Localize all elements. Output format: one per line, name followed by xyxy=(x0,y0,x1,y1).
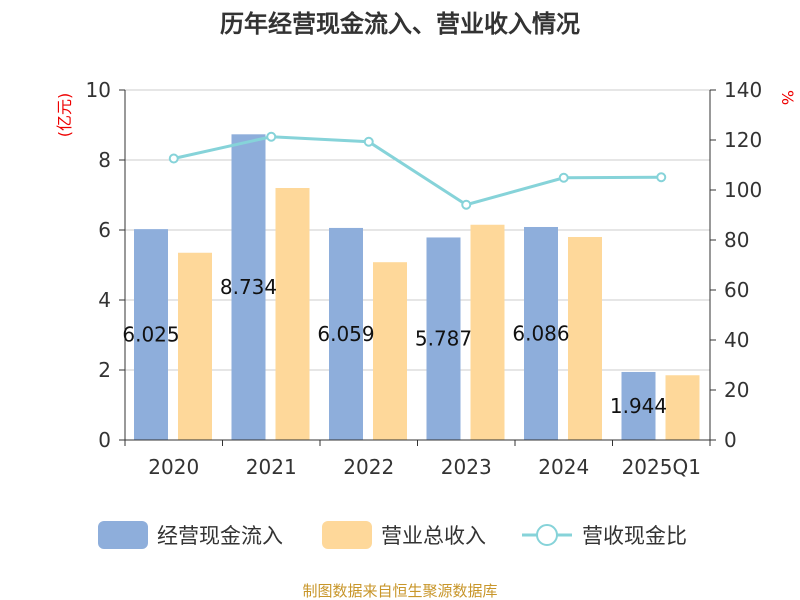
y-tick-label: 10 xyxy=(86,78,111,102)
y-right-tick-label: 100 xyxy=(724,178,762,202)
line-point xyxy=(656,172,667,183)
line-point xyxy=(461,199,472,210)
x-tick-label: 2022 xyxy=(343,455,394,479)
y-tick-label: 0 xyxy=(98,428,111,452)
line-point xyxy=(363,136,374,147)
legend-marker-ratio xyxy=(536,524,558,546)
bar-data-label: 6.025 xyxy=(122,323,179,347)
y-tick-label: 4 xyxy=(98,288,111,312)
y-right-axis-label: % xyxy=(778,90,797,105)
bar-cash-inflow xyxy=(426,237,461,440)
y-axis-label: (亿元) xyxy=(55,93,74,138)
y-right-tick-label: 80 xyxy=(724,228,749,252)
bar-cash-inflow xyxy=(134,229,168,440)
y-right-tick-label: 20 xyxy=(724,378,749,402)
bar-revenue xyxy=(373,262,407,440)
legend-swatch-cash xyxy=(98,521,148,549)
bar-cash-inflow xyxy=(621,371,656,440)
x-tick-label: 2024 xyxy=(538,455,589,479)
source-note: 制图数据来自恒生聚源数据库 xyxy=(302,582,497,600)
bar-revenue xyxy=(178,252,212,440)
y-tick-label: 2 xyxy=(98,358,111,382)
bar-data-label: 1.944 xyxy=(610,394,667,418)
y-tick-label: 8 xyxy=(98,148,111,172)
y-right-tick-label: 120 xyxy=(724,128,762,152)
y-tick-label: 6 xyxy=(98,218,111,242)
bar-cash-inflow xyxy=(524,226,558,440)
bar-data-label: 6.059 xyxy=(317,322,374,346)
bar-revenue xyxy=(470,224,505,440)
bar-data-label: 5.787 xyxy=(415,327,472,351)
bar-cash-inflow xyxy=(231,134,266,440)
legend-label-cash: 经营现金流入 xyxy=(157,524,283,548)
chart-title: 历年经营现金流入、营业收入情况 xyxy=(220,10,580,38)
legend-label-revenue: 营业总收入 xyxy=(381,524,486,548)
legend-swatch-revenue xyxy=(322,521,372,549)
x-tick-label: 2023 xyxy=(441,455,492,479)
line-point xyxy=(168,153,179,164)
bar-revenue xyxy=(665,375,700,440)
bar-revenue xyxy=(568,237,602,440)
x-tick-label: 2021 xyxy=(246,455,297,479)
y-right-tick-label: 60 xyxy=(724,278,749,302)
line-ratio xyxy=(173,135,662,207)
bar-data-label: 8.734 xyxy=(220,275,277,299)
line-point xyxy=(558,172,569,183)
y-right-tick-label: 40 xyxy=(724,328,749,352)
y-right-tick-label: 0 xyxy=(724,428,737,452)
bar-cash-inflow xyxy=(329,227,363,440)
x-tick-label: 2025Q1 xyxy=(622,455,701,479)
bar-revenue xyxy=(275,188,310,440)
x-tick-label: 2020 xyxy=(148,455,199,479)
y-right-tick-label: 140 xyxy=(724,78,762,102)
legend-label-ratio: 营收现金比 xyxy=(582,524,687,548)
bar-data-label: 6.086 xyxy=(512,321,569,345)
line-point xyxy=(266,131,277,142)
